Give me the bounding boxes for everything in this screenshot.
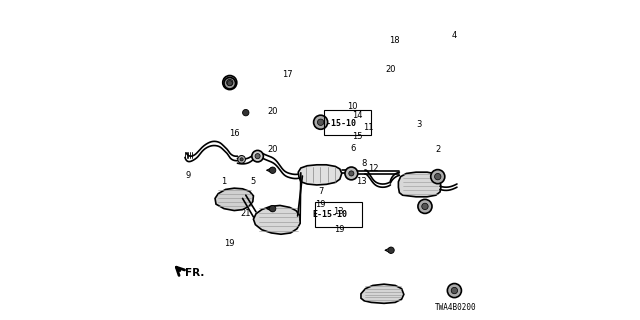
Text: 13: 13 [356,177,366,186]
Text: 19: 19 [316,200,326,209]
Polygon shape [215,188,253,211]
Text: 18: 18 [389,36,399,45]
Text: 17: 17 [282,70,292,79]
Circle shape [435,173,441,180]
Text: 1: 1 [221,177,227,186]
Text: 14: 14 [353,111,363,120]
Text: TWA4B0200: TWA4B0200 [435,303,477,312]
Text: 3: 3 [416,120,421,129]
Text: 2: 2 [435,145,440,154]
Circle shape [418,199,432,213]
Text: 11: 11 [363,123,373,132]
Circle shape [314,115,328,129]
Circle shape [243,109,249,116]
Text: 21: 21 [241,209,251,218]
Bar [324,110,371,135]
Polygon shape [253,205,300,234]
Circle shape [447,284,461,298]
Text: 20: 20 [386,65,396,74]
Text: 7: 7 [318,187,323,196]
Circle shape [345,167,358,180]
Circle shape [317,119,324,125]
Text: 13: 13 [333,207,344,216]
Circle shape [349,171,354,176]
Circle shape [240,158,243,161]
Polygon shape [361,284,404,303]
Text: 20: 20 [268,145,278,154]
Text: 20: 20 [268,107,278,116]
Text: 10: 10 [348,102,358,111]
Circle shape [422,203,428,210]
Circle shape [451,287,458,294]
Circle shape [255,154,260,159]
Text: E-15-10: E-15-10 [321,119,356,128]
Circle shape [252,150,264,162]
Circle shape [269,167,276,173]
Text: 15: 15 [353,132,363,141]
Text: 5: 5 [251,177,256,186]
Polygon shape [398,172,441,197]
Circle shape [269,205,276,212]
Circle shape [224,77,236,89]
Text: 16: 16 [229,129,239,138]
Circle shape [431,170,445,184]
Polygon shape [298,165,342,185]
Circle shape [388,247,394,253]
Circle shape [238,156,246,163]
Text: E-15-10: E-15-10 [312,210,347,219]
Text: 8: 8 [362,159,367,168]
Text: 19: 19 [334,225,344,234]
Bar [315,202,362,227]
Text: FR.: FR. [185,268,204,278]
Circle shape [227,79,233,86]
Text: 12: 12 [369,164,379,173]
Text: 9: 9 [186,171,191,180]
Circle shape [227,81,232,86]
Circle shape [223,76,237,90]
Text: 4: 4 [452,31,457,40]
Text: 6: 6 [350,144,355,153]
Text: 19: 19 [225,239,235,248]
